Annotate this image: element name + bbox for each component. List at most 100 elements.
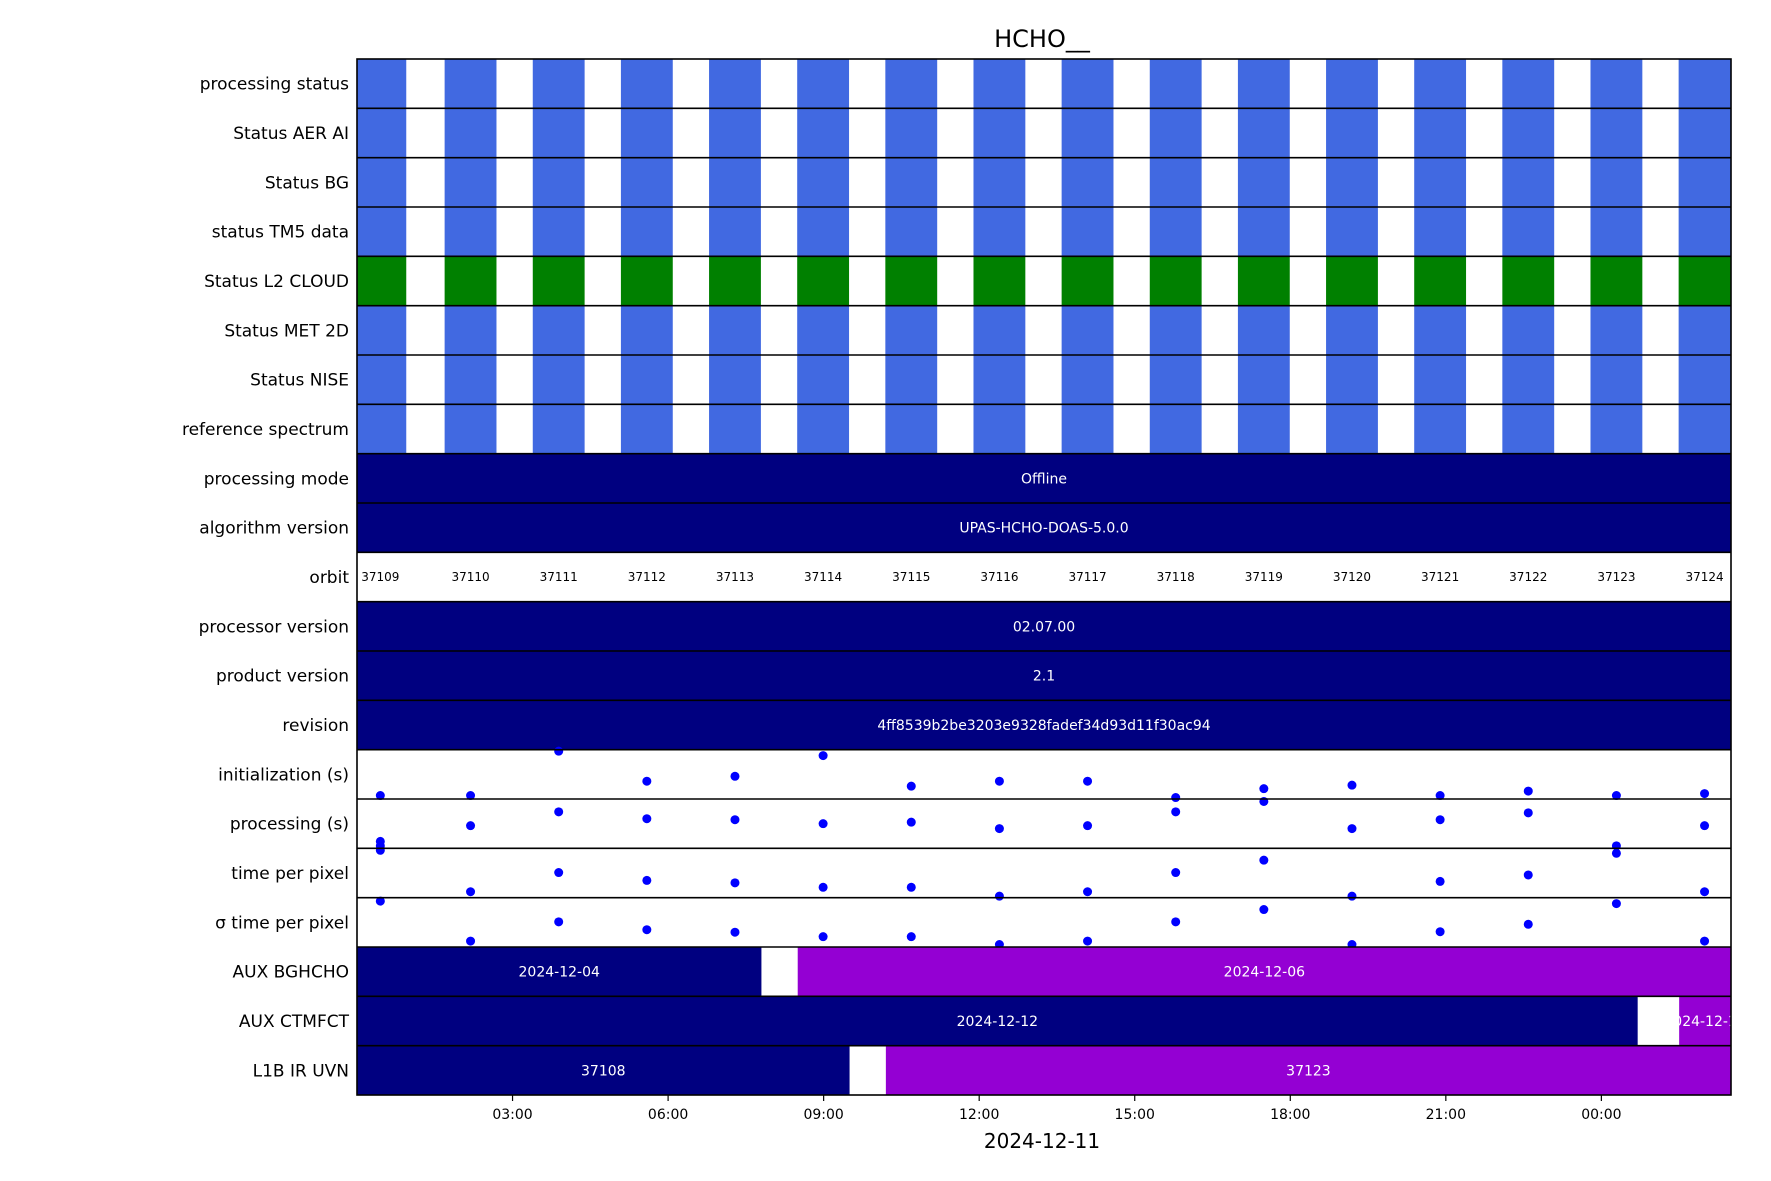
span-label: 2024-12-04	[519, 965, 600, 981]
data-point	[554, 807, 564, 817]
row-labels: processing status Status AER AI Status BG s…	[182, 58, 1732, 1096]
status-bar	[1061, 59, 1114, 109]
span-bar	[885, 1045, 1731, 1095]
status-bar	[532, 355, 585, 405]
status-bar	[357, 305, 407, 355]
status-bar	[973, 404, 1026, 454]
status-bar	[357, 157, 407, 207]
cloud-status-bar	[973, 256, 1026, 306]
data-point	[1523, 808, 1533, 818]
data-point	[818, 882, 828, 892]
data-point	[1700, 936, 1710, 946]
status-bar	[1149, 108, 1202, 158]
row-label: processing (s)	[230, 815, 349, 835]
status-bar	[709, 404, 761, 454]
data-point	[466, 791, 476, 801]
status-bar	[1678, 157, 1731, 207]
data-point	[375, 836, 385, 846]
status-bar	[885, 157, 938, 207]
data-point	[1347, 780, 1357, 790]
data-point	[730, 878, 740, 888]
cloud-status-bar	[620, 256, 673, 306]
cloud-status-bar	[1678, 256, 1731, 306]
cloud-status-bar	[1502, 256, 1555, 306]
row-label: processing mode	[204, 469, 349, 489]
data-point	[994, 824, 1004, 834]
span-label: 37108	[581, 1063, 626, 1079]
row-label: AUX CTMFCT	[239, 1012, 350, 1032]
span-label: 4ff8539b2be3203e9328fadef34d93d11f30ac94	[877, 718, 1210, 734]
row-label: Status BG	[265, 173, 349, 193]
orbit-label: 37113	[716, 570, 754, 584]
data-point	[1347, 824, 1357, 834]
status-bar	[357, 404, 407, 454]
data-point	[554, 917, 564, 927]
orbit-label: 37109	[361, 570, 399, 584]
row-label: reference spectrum	[182, 420, 349, 440]
status-bar	[357, 108, 407, 158]
row-label: orbit	[309, 568, 349, 588]
status-bar	[1326, 108, 1378, 158]
status-bar	[1237, 59, 1290, 109]
data-point	[1171, 917, 1181, 927]
span-bar	[357, 947, 762, 997]
span-label: 2.1	[1033, 669, 1055, 685]
status-bar	[709, 355, 761, 405]
span-bar	[357, 601, 1731, 651]
row-label: Status MET 2D	[224, 321, 349, 341]
status-bar	[1326, 59, 1378, 109]
orbit-label: 37119	[1245, 570, 1283, 584]
status-bar	[532, 404, 585, 454]
data-point	[1523, 919, 1533, 929]
data-point	[818, 932, 828, 942]
row-label: Status NISE	[250, 371, 349, 391]
x-axis-label: 2024-12-11	[984, 1129, 1100, 1153]
data-point	[1435, 876, 1445, 886]
status-bar	[1237, 108, 1290, 158]
x-tick-label: 12:00	[959, 1107, 999, 1123]
orbit-label: 37110	[451, 570, 489, 584]
status-bar	[797, 207, 850, 257]
span-label: 2024-12-13	[1664, 1014, 1745, 1030]
data-point	[1083, 821, 1093, 831]
status-bar	[1414, 108, 1467, 158]
span-label: 2024-12-06	[1224, 965, 1305, 981]
status-bar	[1061, 355, 1114, 405]
span-bar	[357, 1045, 850, 1095]
status-bar	[1061, 207, 1114, 257]
status-bar	[1590, 404, 1643, 454]
cloud-status-bar	[1149, 256, 1202, 306]
status-bar	[620, 207, 673, 257]
status-bar	[1590, 207, 1643, 257]
cloud-status-bar	[1061, 256, 1114, 306]
orbit-label: 37117	[1068, 570, 1106, 584]
status-bar	[1678, 207, 1731, 257]
status-bar	[1502, 59, 1555, 109]
x-axis: 03:00 06:00 09:00 12:00 15:00 18:00 21:00 00:00	[492, 1095, 1622, 1123]
status-bar	[1061, 157, 1114, 207]
status-bar	[444, 59, 497, 109]
row-label: initialization (s)	[218, 765, 349, 785]
row-label: AUX BGHCHO	[233, 963, 349, 983]
status-bar	[1590, 108, 1643, 158]
status-bar	[973, 59, 1026, 109]
row-label: processing status	[200, 75, 349, 95]
orbit-label: 37120	[1333, 570, 1371, 584]
cloud-status-bar	[1590, 256, 1643, 306]
data-point	[1171, 793, 1181, 803]
cloud-status-bar	[797, 256, 850, 306]
status-bar	[1502, 355, 1555, 405]
span-bar	[357, 453, 1731, 503]
status-bar	[885, 59, 938, 109]
status-bar	[444, 404, 497, 454]
data-point	[818, 819, 828, 829]
data-point	[994, 776, 1004, 786]
row-label: processor version	[199, 617, 349, 637]
data-point	[1611, 899, 1621, 909]
x-tick-label: 15:00	[1115, 1107, 1155, 1123]
cloud-status-bar	[709, 256, 761, 306]
status-bar	[1061, 108, 1114, 158]
status-bar	[709, 207, 761, 257]
status-bar	[1414, 59, 1467, 109]
